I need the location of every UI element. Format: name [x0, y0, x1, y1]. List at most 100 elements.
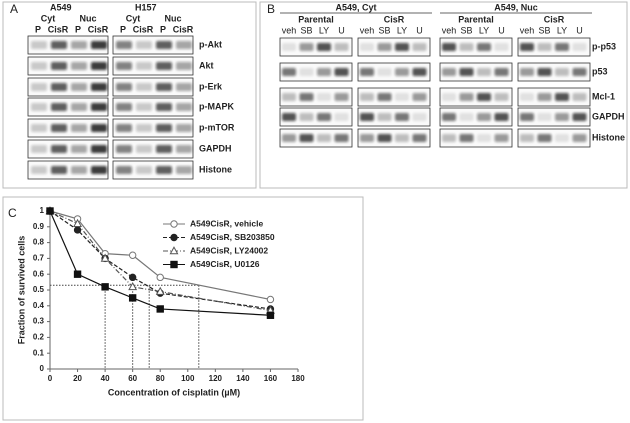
protein-label: GAPDH: [199, 143, 232, 153]
blot-band: [299, 113, 314, 121]
blot-band: [156, 103, 172, 111]
data-point: [100, 253, 110, 262]
panel-a-frame: [2, 1, 257, 189]
lane-label: U: [416, 25, 423, 35]
blot-box: [27, 160, 109, 180]
y-tick-label: 0.9: [33, 222, 45, 231]
data-point: [128, 273, 137, 282]
blot-band: [51, 145, 67, 153]
x-tick-label: 80: [156, 374, 165, 383]
blot-box: [439, 128, 513, 148]
blot-band: [91, 41, 107, 49]
blot-band: [136, 166, 152, 174]
blot-band: [71, 103, 87, 111]
blot-band: [116, 103, 132, 111]
blot-box: [517, 62, 591, 82]
blot-box: [517, 107, 591, 127]
legend-label: A549CisR, LY24002: [190, 245, 268, 255]
blot-band: [555, 134, 569, 142]
lane-label: CisR: [48, 24, 69, 34]
blot-band: [459, 43, 474, 51]
x-tick-label: 60: [128, 374, 137, 383]
blot-band: [31, 83, 47, 91]
blot-band: [494, 134, 509, 142]
protein-label: GAPDH: [592, 111, 625, 121]
blot-band: [377, 43, 392, 51]
blot-box: [357, 128, 431, 148]
blot-band: [477, 93, 491, 101]
blot-band: [51, 166, 67, 174]
lane-label: veh: [520, 25, 535, 35]
blot-box: [439, 37, 513, 57]
blot-band: [51, 83, 67, 91]
blot-band: [116, 41, 132, 49]
lane-label: LY: [319, 25, 329, 35]
blot-band: [71, 145, 87, 153]
blot-band: [71, 41, 87, 49]
blot-band: [494, 43, 509, 51]
blot-band: [477, 134, 491, 142]
blot-box: [112, 118, 194, 138]
data-point: [155, 286, 165, 295]
blot-box: [357, 37, 431, 57]
blot-box: [357, 87, 431, 107]
blot-band: [136, 41, 152, 49]
blot-band: [537, 93, 552, 101]
lane-label: CisR: [88, 24, 109, 34]
blot-band: [51, 41, 67, 49]
blot-box: [112, 139, 194, 159]
blot-box: [112, 56, 194, 76]
x-tick-label: 140: [236, 374, 250, 383]
blot-box: [517, 128, 591, 148]
blot-band: [282, 113, 296, 121]
blot-band: [91, 62, 107, 70]
blot-band: [317, 68, 331, 76]
protein-label: p-p53: [592, 41, 616, 51]
blot-band: [299, 43, 314, 51]
lane-label: P: [35, 24, 41, 34]
legend-label: A549CisR, vehicle: [190, 218, 264, 228]
blot-band: [282, 68, 296, 76]
data-point: [128, 251, 137, 259]
y-axis-title: Fraction of survived cells: [16, 236, 26, 345]
y-tick-label: 0.7: [33, 254, 45, 263]
blot-band: [176, 83, 192, 91]
blot-box: [112, 97, 194, 117]
legend-marker: [170, 233, 178, 242]
blot-band: [136, 124, 152, 132]
blot-band: [71, 166, 87, 174]
panel-c-frame: [2, 196, 364, 421]
blot-band: [494, 68, 509, 76]
protein-label: Histone: [199, 164, 232, 174]
blot-band: [395, 113, 409, 121]
y-tick-label: 0: [40, 364, 45, 373]
cell-line-label: A549: [50, 2, 72, 12]
fraction-label: Nuc: [79, 13, 96, 23]
protein-label: Histone: [592, 132, 625, 142]
blot-band: [360, 93, 374, 101]
legend-marker: [170, 220, 178, 228]
blot-band: [360, 134, 374, 142]
blot-band: [395, 134, 409, 142]
blot-band: [91, 83, 107, 91]
blot-band: [459, 113, 474, 121]
data-point: [128, 294, 137, 302]
blot-band: [395, 93, 409, 101]
blot-band: [360, 68, 374, 76]
fraction-header: A549, Cyt: [335, 2, 376, 12]
legend-label: A549CisR, SB203850: [190, 232, 275, 242]
blot-band: [537, 113, 552, 121]
blot-box: [27, 139, 109, 159]
blot-band: [71, 83, 87, 91]
panel-label: C: [8, 206, 17, 220]
blot-band: [156, 124, 172, 132]
fraction-label: Cyt: [126, 13, 141, 23]
blot-box: [357, 62, 431, 82]
blot-band: [477, 68, 491, 76]
blot-band: [377, 93, 392, 101]
data-point: [73, 270, 82, 278]
blot-band: [334, 93, 349, 101]
x-tick-label: 180: [291, 374, 305, 383]
blot-band: [459, 134, 474, 142]
blot-band: [395, 68, 409, 76]
